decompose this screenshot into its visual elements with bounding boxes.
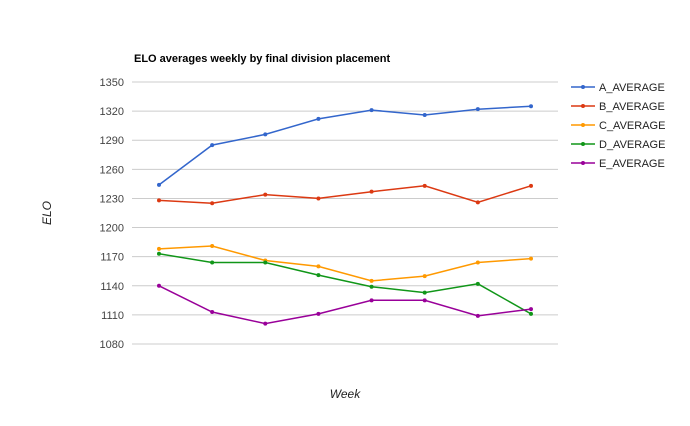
data-point[interactable] [475, 260, 480, 265]
legend-item[interactable]: C_AVERAGE [571, 120, 665, 132]
y-tick-label: 1350 [100, 77, 124, 89]
y-tick-label: 1200 [100, 223, 124, 235]
legend-item[interactable]: E_AVERAGE [571, 158, 665, 170]
data-point[interactable] [210, 243, 215, 248]
data-point[interactable] [369, 189, 374, 194]
series-line [158, 285, 532, 325]
data-point[interactable] [316, 311, 321, 316]
data-point[interactable] [316, 116, 321, 121]
legend-label: B_AVERAGE [599, 101, 665, 113]
data-point[interactable] [422, 274, 427, 279]
legend-marker [581, 85, 585, 89]
legend-marker [581, 142, 585, 146]
data-point[interactable] [263, 132, 268, 137]
data-point[interactable] [263, 321, 268, 326]
legend-label: E_AVERAGE [599, 158, 665, 170]
y-tick-label: 1080 [100, 339, 124, 351]
data-point[interactable] [210, 260, 215, 265]
series-b-average [157, 183, 533, 206]
chart-title: ELO averages weekly by final division pl… [134, 53, 390, 65]
series-c-average [157, 243, 533, 283]
y-tick-label: 1260 [100, 164, 124, 176]
x-axis-title: Week [330, 387, 361, 401]
legend-marker [581, 123, 585, 127]
y-tick-label: 1170 [100, 252, 124, 264]
data-point[interactable] [157, 251, 161, 256]
legend[interactable]: A_AVERAGE B_AVERAGE C_AVERAGE D_AVERAGE E_AV… [571, 82, 665, 170]
series-line [158, 185, 532, 205]
data-point[interactable] [157, 283, 161, 288]
series-a-average [157, 104, 533, 187]
data-point[interactable] [529, 256, 533, 261]
y-axis-title: ELO [40, 201, 54, 225]
series-line [158, 253, 532, 315]
data-point[interactable] [422, 112, 427, 117]
series-line [158, 245, 532, 282]
data-point[interactable] [316, 264, 321, 269]
y-tick-label: 1140 [100, 281, 124, 293]
series-line [158, 105, 532, 186]
series-e-average [157, 283, 533, 326]
data-point[interactable] [210, 309, 215, 314]
data-point[interactable] [529, 183, 533, 188]
data-point[interactable] [263, 260, 268, 265]
data-point[interactable] [369, 278, 374, 283]
y-tick-label: 1230 [100, 193, 124, 205]
gridlines [132, 81, 558, 345]
data-point[interactable] [422, 290, 427, 295]
data-point[interactable] [157, 198, 161, 203]
data-point[interactable] [529, 311, 533, 316]
data-point[interactable] [475, 107, 480, 112]
data-point[interactable] [263, 192, 268, 197]
data-point[interactable] [475, 281, 480, 286]
data-point[interactable] [157, 246, 161, 251]
legend-item[interactable]: A_AVERAGE [571, 82, 665, 94]
data-point[interactable] [210, 143, 215, 148]
y-tick-label: 1290 [100, 135, 124, 147]
y-axis-ticks: 1350 1320 1290 1260 1230 1200 1170 1140 1110 1080 [100, 77, 124, 351]
data-point[interactable] [369, 298, 374, 303]
legend-marker [581, 104, 585, 108]
data-point[interactable] [475, 313, 480, 318]
data-point[interactable] [369, 108, 374, 113]
legend-item[interactable]: B_AVERAGE [571, 101, 665, 113]
data-point[interactable] [422, 298, 427, 303]
data-point[interactable] [529, 104, 533, 109]
data-point[interactable] [157, 182, 161, 187]
series-d-average [157, 251, 533, 316]
legend-label: C_AVERAGE [599, 120, 665, 132]
legend-label: A_AVERAGE [599, 82, 665, 94]
y-tick-label: 1320 [100, 106, 124, 118]
legend-item[interactable]: D_AVERAGE [571, 139, 665, 151]
data-point[interactable] [210, 201, 215, 206]
data-point[interactable] [316, 273, 321, 278]
data-point[interactable] [475, 200, 480, 205]
legend-label: D_AVERAGE [599, 139, 665, 151]
legend-marker [581, 161, 585, 165]
data-point[interactable] [369, 284, 374, 289]
data-point[interactable] [529, 307, 533, 312]
y-tick-label: 1110 [101, 310, 124, 322]
series-lines [157, 104, 533, 326]
data-point[interactable] [422, 183, 427, 188]
data-point[interactable] [316, 196, 321, 201]
